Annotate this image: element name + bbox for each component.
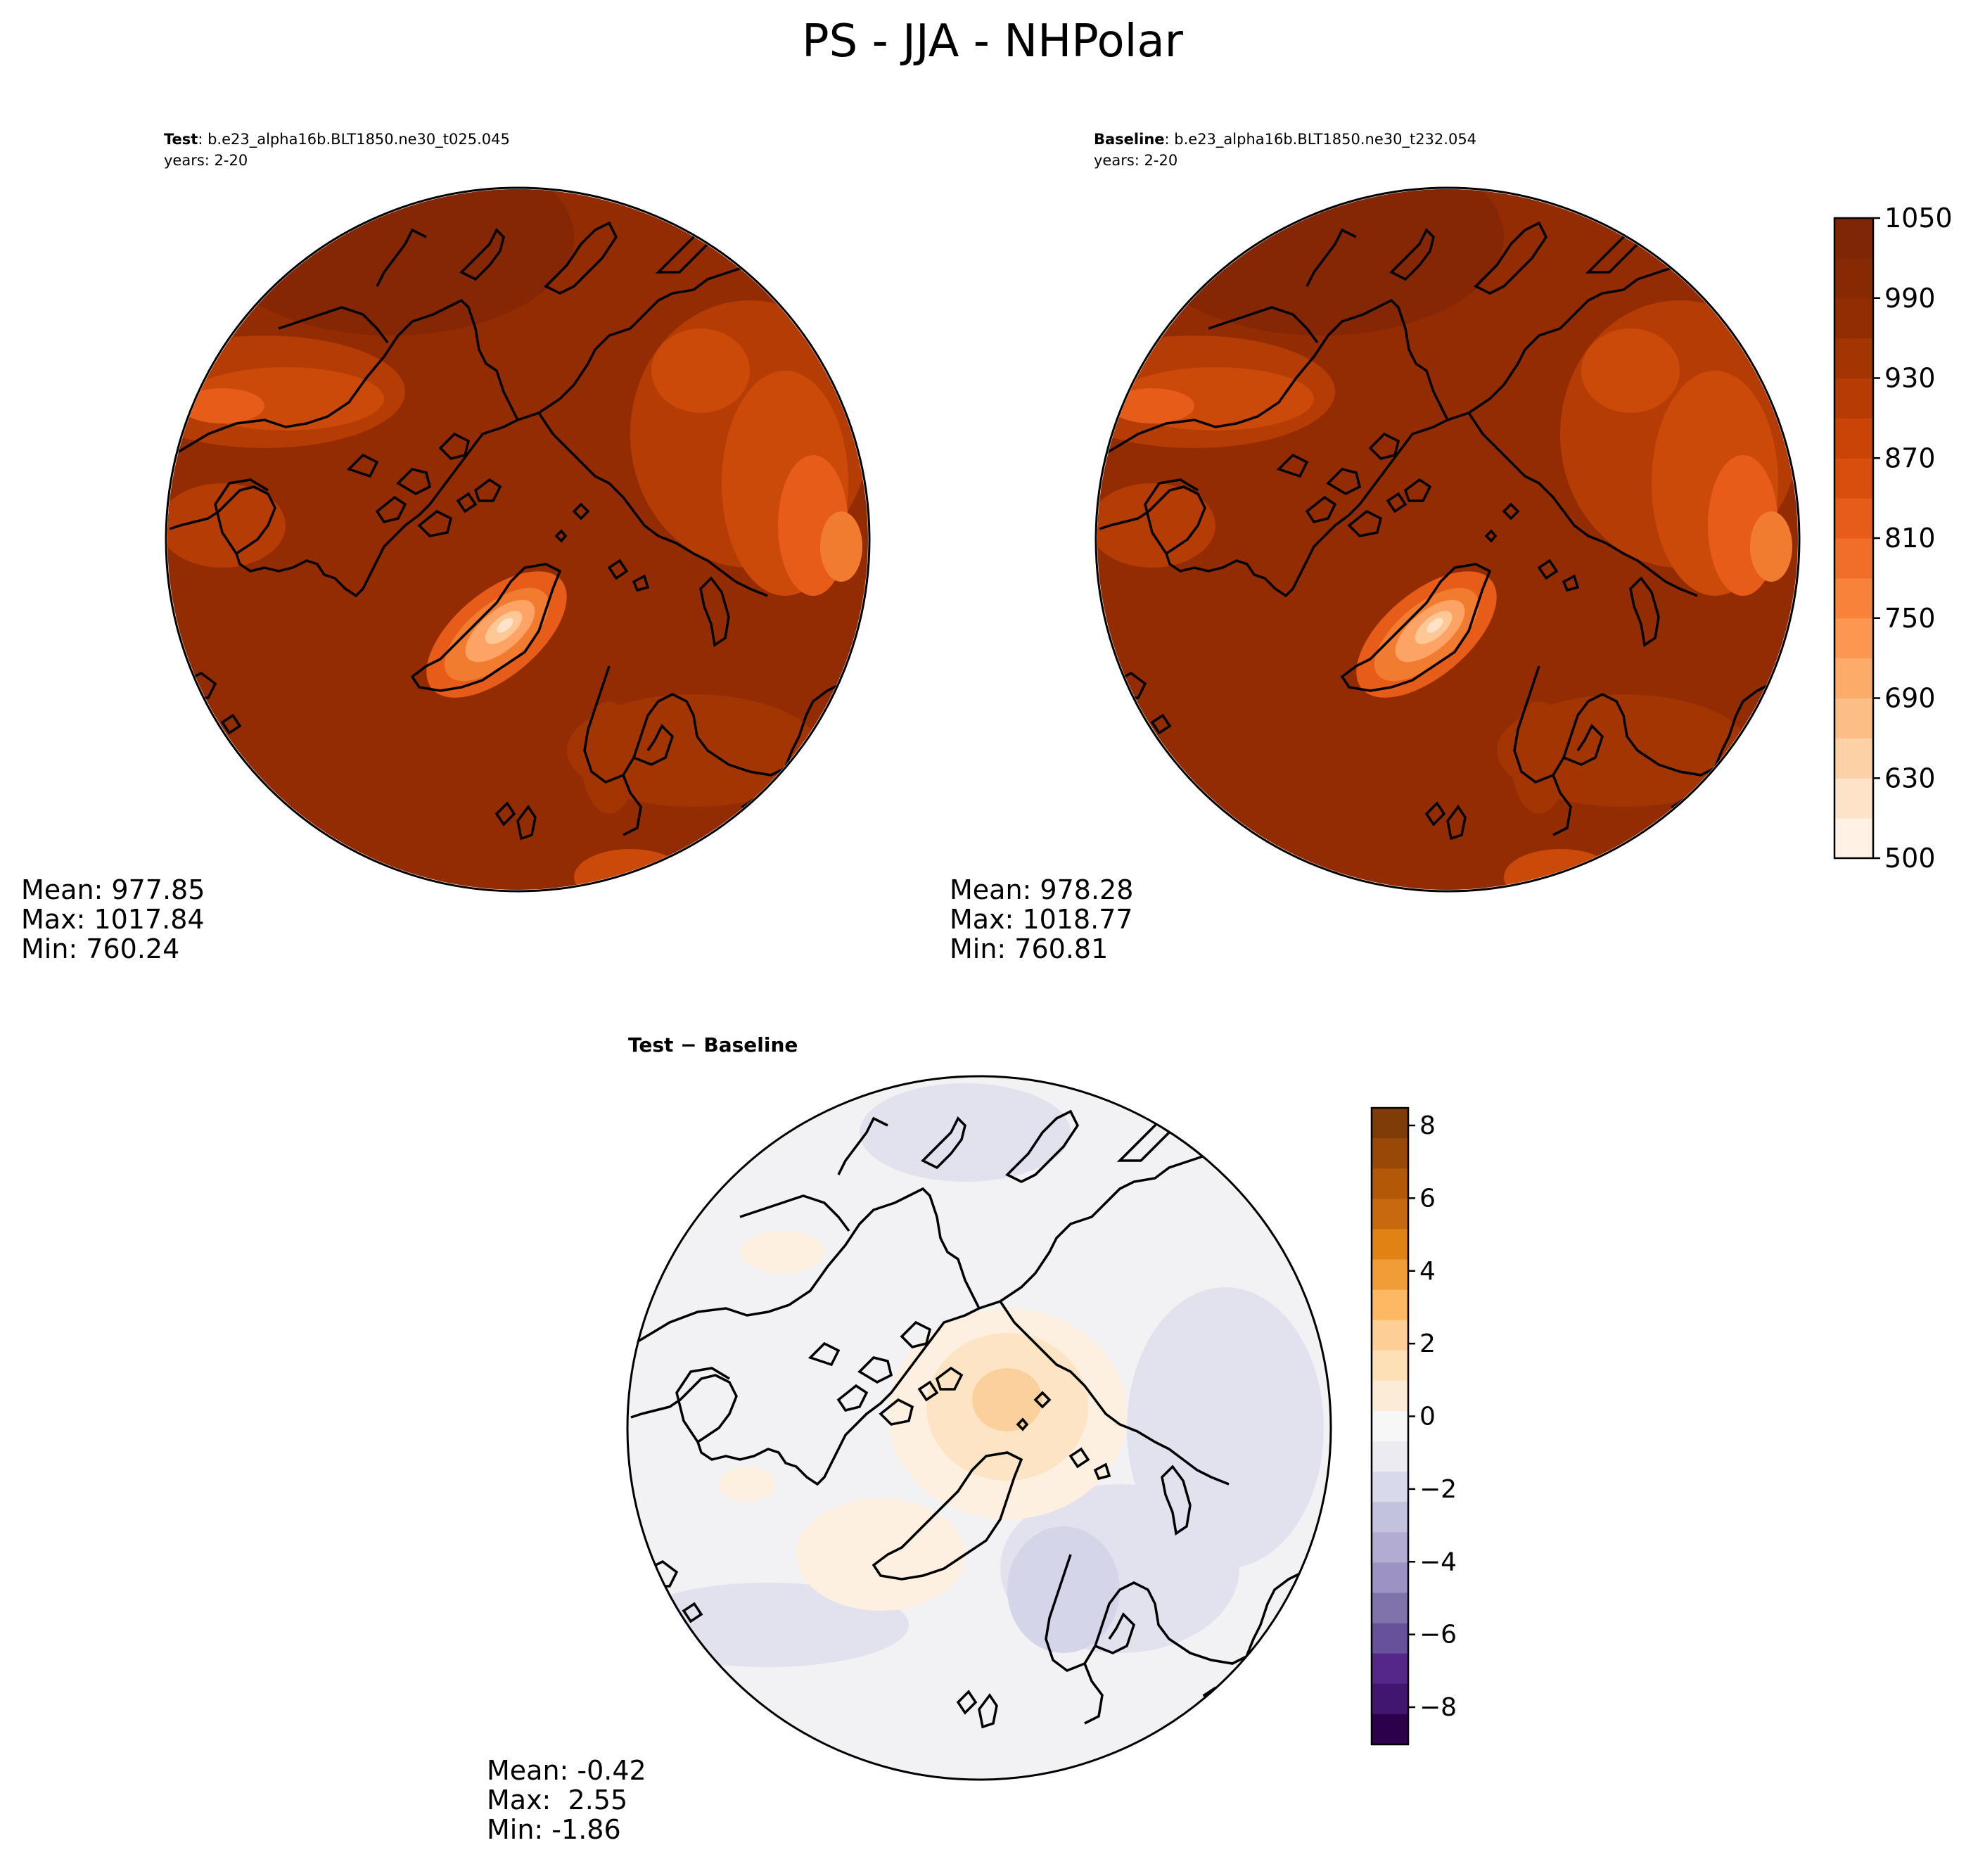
colorbar-diff-segment: [1372, 1320, 1408, 1351]
colorbar-main-segment: [1834, 618, 1873, 659]
panel-test-label: Test: b.e23_alpha16b.BLT1850.ne30_t025.0…: [164, 131, 510, 148]
panel-diff-mean: Mean: -0.42: [487, 1755, 646, 1786]
panel-baseline-mean: Mean: 978.28: [950, 874, 1133, 905]
colorbar-diff-tick-label: −2: [1419, 1475, 1457, 1504]
colorbar-main-segment: [1834, 378, 1873, 419]
colorbar-diff-segment: [1372, 1229, 1408, 1260]
panel-baseline-max: Max: 1018.77: [950, 904, 1133, 935]
colorbar-diff-segment: [1372, 1714, 1408, 1745]
colorbar-diff-tick-label: −8: [1419, 1693, 1457, 1722]
colorbar-main-tick-label: 870: [1884, 442, 1936, 473]
colorbar-main-segment: [1834, 418, 1873, 459]
colorbar-main-segment: [1834, 458, 1873, 499]
panel-test: Test: b.e23_alpha16b.BLT1850.ne30_t025.0…: [21, 131, 871, 964]
colorbar-main-segment: [1834, 218, 1873, 259]
colorbar-diff-segment: [1372, 1108, 1408, 1139]
colorbar-diff-segment: [1372, 1562, 1408, 1594]
colorbar-main-segment: [1834, 818, 1873, 859]
colorbar-diff-tick-label: −4: [1419, 1548, 1457, 1576]
colorbar-main-segment: [1834, 698, 1873, 739]
colorbar-diff-segment: [1372, 1441, 1408, 1472]
colorbar-diff-segment: [1372, 1472, 1408, 1502]
colorbar-main-segment: [1834, 778, 1873, 819]
colorbar-main-tick-label: 1050: [1884, 203, 1953, 234]
colorbar-diff-segment: [1372, 1168, 1408, 1199]
colorbar-main-segment: [1834, 578, 1873, 619]
colorbar-main-tick-label: 810: [1884, 523, 1936, 554]
panel-diff-max: Max: 2.55: [487, 1785, 627, 1816]
colorbar-diff-segment: [1372, 1138, 1408, 1169]
colorbar-diff-tick-label: 6: [1419, 1184, 1436, 1213]
map-baseline: [1094, 186, 1801, 893]
colorbar-diff-tick-label: −6: [1419, 1621, 1457, 1650]
colorbar-diff-tick-label: 2: [1419, 1329, 1436, 1358]
colorbar-main-segment: [1834, 498, 1873, 539]
colorbar-diff-segment: [1372, 1410, 1408, 1442]
colorbar-diff-segment: [1372, 1532, 1408, 1563]
colorbar-main-tick-label: 690: [1884, 683, 1936, 714]
panel-diff-min: Min: -1.86: [487, 1814, 621, 1845]
panel-diff: Test − Baseline Mean: -0.42 Max: 2.55: [487, 1033, 1332, 1845]
colorbar-diff-segment: [1372, 1259, 1408, 1291]
colorbar-diff-segment: [1372, 1502, 1408, 1533]
colorbar-diff-segment: [1372, 1623, 1408, 1654]
colorbar-diff-tick-label: 4: [1419, 1257, 1436, 1286]
colorbar-main-tick-label: 750: [1884, 603, 1936, 634]
panel-baseline-min: Min: 760.81: [950, 933, 1108, 964]
colorbar-main-tick-label: 930: [1884, 363, 1936, 394]
colorbar-diff-tick-label: 8: [1419, 1111, 1436, 1140]
panel-test-max: Max: 1017.84: [21, 904, 205, 935]
panel-test-years: years: 2-20: [164, 152, 248, 169]
colorbar-diff-segment: [1372, 1350, 1408, 1382]
colorbar-main-segment: [1834, 298, 1873, 339]
colorbar-main-segment: [1834, 257, 1873, 299]
colorbar-diff-segment: [1372, 1199, 1408, 1230]
panel-baseline: Baseline: b.e23_alpha16b.BLT1850.ne30_t2…: [950, 131, 1801, 964]
colorbar-main-tick-label: 630: [1884, 762, 1936, 793]
panel-test-min: Min: 760.24: [21, 933, 179, 964]
panel-diff-label: Test − Baseline: [628, 1033, 798, 1057]
colorbar-diff-segment: [1372, 1653, 1408, 1685]
map-test: [165, 186, 871, 893]
colorbar-diff: 8 6 4 2 0 −2 −4 −6 −8: [1370, 1106, 1457, 1746]
panel-baseline-years: years: 2-20: [1094, 152, 1177, 169]
colorbar-main: 500 630 690 750 810 870 930 990 1050: [1833, 203, 1953, 874]
panel-baseline-label: Baseline: b.e23_alpha16b.BLT1850.ne30_t2…: [1094, 131, 1476, 148]
figure-title: PS - JJA - NHPolar: [802, 15, 1184, 68]
colorbar-main-segment: [1834, 338, 1873, 378]
colorbar-diff-segment: [1372, 1380, 1408, 1412]
colorbar-main-segment: [1834, 538, 1873, 579]
colorbar-main-tick-label: 990: [1884, 283, 1936, 314]
colorbar-main-segment: [1834, 658, 1873, 698]
map-diff: [626, 1075, 1332, 1781]
panel-test-mean: Mean: 977.85: [21, 874, 205, 905]
colorbar-diff-segment: [1372, 1683, 1408, 1715]
colorbar-main-tick-label: 500: [1884, 843, 1936, 874]
colorbar-diff-segment: [1372, 1289, 1408, 1321]
colorbar-diff-tick-label: 0: [1419, 1403, 1436, 1431]
colorbar-main-segment: [1834, 738, 1873, 779]
colorbar-diff-segment: [1372, 1593, 1408, 1624]
